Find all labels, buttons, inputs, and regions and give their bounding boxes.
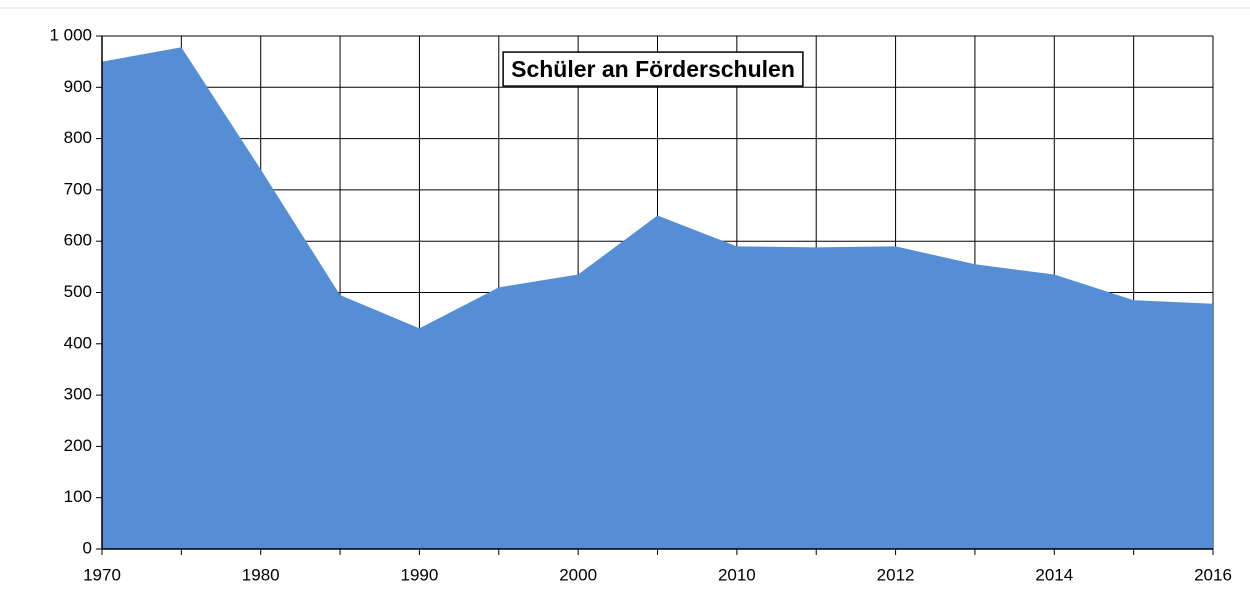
x-tick-label: 1980 (242, 565, 280, 584)
y-tick-label: 800 (64, 128, 92, 147)
chart-title: Schüler an Förderschulen (511, 56, 795, 82)
area-layer (102, 47, 1213, 549)
x-tick-label: 2000 (559, 565, 597, 584)
x-tick-label: 1990 (401, 565, 439, 584)
y-tick-label: 700 (64, 179, 92, 198)
y-tick-label: 100 (64, 487, 92, 506)
x-tick-label: 2012 (877, 565, 915, 584)
x-tick-label: 2014 (1035, 565, 1073, 584)
y-tick-label: 300 (64, 385, 92, 404)
y-tick-label: 500 (64, 282, 92, 301)
y-tick-label: 900 (64, 77, 92, 96)
x-tick-label: 2010 (718, 565, 756, 584)
y-tick-label: 0 (83, 538, 92, 557)
title-box (502, 51, 804, 87)
x-tick-label: 1970 (83, 565, 121, 584)
axes: 0 100 200 300 400 500 600 700 800 900 1 000 1970 198… (49, 25, 1231, 584)
y-tick-label: 600 (64, 231, 92, 250)
y-tick-label: 1 000 (49, 25, 92, 44)
area (102, 47, 1213, 549)
y-tick-label: 200 (64, 436, 92, 455)
y-tick-label: 400 (64, 333, 92, 352)
x-tick-label: 2016 (1194, 565, 1232, 584)
